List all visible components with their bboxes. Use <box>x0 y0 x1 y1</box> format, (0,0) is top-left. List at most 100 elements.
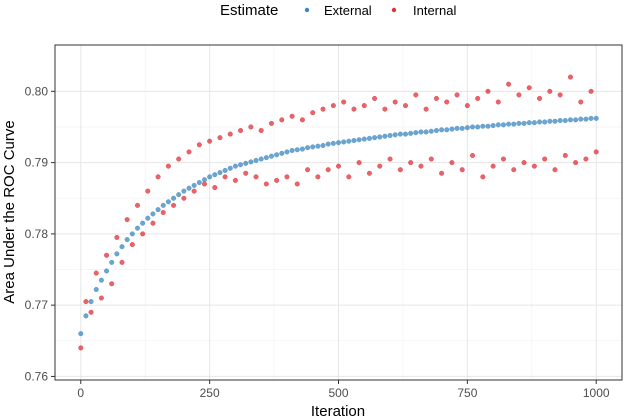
point-internal <box>243 170 249 176</box>
point-external <box>593 115 599 121</box>
point-internal <box>490 163 496 169</box>
point-internal <box>336 163 342 169</box>
point-external <box>78 331 84 337</box>
point-external <box>341 139 347 145</box>
point-external <box>145 215 151 221</box>
point-internal <box>238 128 244 134</box>
point-external <box>490 123 496 129</box>
y-tick-label: 0.76 <box>25 369 49 383</box>
point-external <box>181 188 187 194</box>
point-external <box>459 125 465 131</box>
point-internal <box>521 160 527 166</box>
point-internal <box>227 131 233 137</box>
point-internal <box>516 92 522 98</box>
point-internal <box>557 92 563 98</box>
point-internal <box>114 234 120 240</box>
point-external <box>382 133 388 139</box>
point-external <box>537 119 543 125</box>
data-points <box>78 74 599 351</box>
point-external <box>542 119 548 125</box>
point-external <box>109 259 115 265</box>
x-axis-title: Iteration <box>311 403 365 419</box>
point-external <box>351 138 357 144</box>
point-external <box>305 145 311 151</box>
point-internal <box>284 174 290 180</box>
point-external <box>315 143 321 149</box>
point-external <box>506 121 512 127</box>
point-external <box>171 195 177 201</box>
point-external <box>243 160 249 166</box>
point-external <box>176 192 182 198</box>
point-external <box>578 116 584 122</box>
point-external <box>428 128 434 134</box>
point-external <box>531 120 537 126</box>
point-internal <box>217 135 223 141</box>
point-internal <box>449 160 455 166</box>
point-internal <box>444 99 450 105</box>
point-internal <box>207 138 213 144</box>
point-external <box>433 128 439 134</box>
point-external <box>248 159 254 165</box>
point-internal <box>470 152 476 158</box>
point-internal <box>495 99 501 105</box>
point-external <box>588 115 594 121</box>
point-external <box>330 140 336 146</box>
point-internal <box>542 156 548 162</box>
point-internal <box>124 217 130 223</box>
point-external <box>212 172 218 178</box>
point-external <box>439 127 445 133</box>
point-internal <box>567 74 573 80</box>
point-external <box>495 122 501 128</box>
point-external <box>377 134 383 140</box>
point-external <box>562 118 568 124</box>
y-tick-label: 0.78 <box>25 227 49 241</box>
point-external <box>227 165 233 171</box>
point-internal <box>253 174 259 180</box>
point-internal <box>104 252 110 258</box>
point-internal <box>377 163 383 169</box>
point-internal <box>129 242 135 248</box>
point-internal <box>196 142 202 148</box>
point-external <box>238 162 244 168</box>
point-external <box>361 136 367 142</box>
point-external <box>320 142 326 148</box>
point-internal <box>294 181 300 187</box>
point-internal <box>351 106 357 112</box>
point-external <box>294 147 300 153</box>
point-internal <box>485 88 491 94</box>
point-internal <box>145 188 151 194</box>
point-internal <box>475 95 481 101</box>
point-external <box>557 118 563 124</box>
point-external <box>449 126 455 132</box>
x-tick-label: 1000 <box>583 386 610 400</box>
point-external <box>88 299 94 305</box>
point-external <box>93 286 99 292</box>
point-internal <box>433 95 439 101</box>
point-internal <box>83 299 89 305</box>
point-external <box>191 182 197 188</box>
point-internal <box>392 99 398 105</box>
point-internal <box>263 181 269 187</box>
point-external <box>268 153 274 159</box>
point-internal <box>408 160 414 166</box>
point-internal <box>403 103 409 109</box>
point-external <box>155 207 161 213</box>
point-external <box>98 277 104 283</box>
point-external <box>464 125 470 131</box>
point-external <box>150 211 156 217</box>
point-internal <box>526 85 532 91</box>
point-internal <box>315 174 321 180</box>
point-external <box>583 116 589 122</box>
point-external <box>526 120 532 126</box>
point-external <box>201 177 207 183</box>
point-internal <box>428 156 434 162</box>
point-internal <box>176 156 182 162</box>
point-external <box>119 244 125 250</box>
point-external <box>346 138 352 144</box>
point-internal <box>160 209 166 215</box>
point-external <box>392 132 398 138</box>
point-external <box>217 170 223 176</box>
point-external <box>299 146 305 152</box>
y-axis-ticks: 0.76 0.77 0.78 0.79 0.80 <box>25 84 55 383</box>
